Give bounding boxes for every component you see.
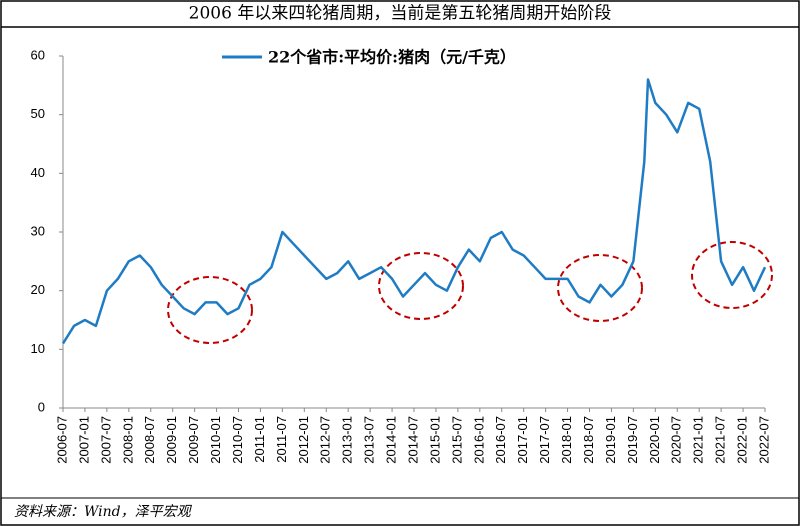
x-tick-label: 2021-01 <box>691 416 706 464</box>
cycle-ellipse <box>167 276 253 344</box>
annotations <box>167 241 773 344</box>
cycle-ellipse <box>557 254 643 322</box>
data-line <box>61 78 767 345</box>
x-tick-label: 2008-01 <box>120 416 135 464</box>
x-tick-label: 2019-01 <box>603 416 618 464</box>
x-tick-label: 2009-07 <box>186 416 201 464</box>
y-tick-label: 60 <box>31 47 45 62</box>
x-tick-label: 2022-07 <box>756 416 771 464</box>
y-tick-label: 50 <box>31 106 45 121</box>
x-tick-label: 2018-07 <box>581 416 596 464</box>
x-tick-label: 2014-07 <box>405 416 420 464</box>
x-tick-label: 2016-01 <box>471 416 486 464</box>
x-tick-label: 2017-07 <box>537 416 552 464</box>
y-tick-label: 40 <box>31 165 45 180</box>
x-tick-label: 2006-07 <box>54 416 69 464</box>
x-tick-label: 2010-01 <box>208 416 223 464</box>
legend-label: 22个省市:平均价:猪肉（元/千克） <box>268 48 516 67</box>
x-tick-label: 2011-01 <box>252 416 267 463</box>
y-tick-label: 20 <box>31 282 45 297</box>
x-tick-label: 2021-07 <box>713 416 728 464</box>
x-tick-label: 2019-07 <box>625 416 640 464</box>
cycle-ellipse <box>378 252 464 320</box>
x-tick-label: 2015-07 <box>449 416 464 464</box>
chart-title: 2006 年以来四轮猪周期，当前是第五轮猪周期开始阶段 <box>189 4 612 24</box>
x-tick-label: 2011-07 <box>274 416 289 463</box>
source: 资料来源：Wind，泽平宏观 <box>14 504 193 520</box>
x-tick-label: 2013-07 <box>362 416 377 464</box>
x-tick-label: 2009-01 <box>164 416 179 464</box>
x-tick-label: 2007-01 <box>76 416 91 464</box>
cycle-ellipse <box>691 241 773 309</box>
x-tick-label: 2008-07 <box>142 416 157 464</box>
x-tick-label: 2015-01 <box>427 416 442 464</box>
y-tick-label: 10 <box>31 341 45 356</box>
x-tick-label: 2012-01 <box>296 416 311 464</box>
x-tick-label: 2014-01 <box>384 416 399 464</box>
x-tick-label: 2017-01 <box>515 416 530 464</box>
y-tick-label: 0 <box>38 399 45 414</box>
x-tick-label: 2012-07 <box>318 416 333 464</box>
x-tick-label: 2018-01 <box>559 416 574 464</box>
x-tick-label: 2022-01 <box>735 416 750 464</box>
x-tick-label: 2007-07 <box>98 416 113 464</box>
x-tick-label: 2016-07 <box>493 416 508 464</box>
x-tick-label: 2010-07 <box>230 416 245 464</box>
x-tick-label: 2013-01 <box>340 416 355 464</box>
x-tick-label: 2020-01 <box>647 416 662 464</box>
y-tick-label: 30 <box>31 223 45 238</box>
x-tick-label: 2020-07 <box>669 416 684 464</box>
